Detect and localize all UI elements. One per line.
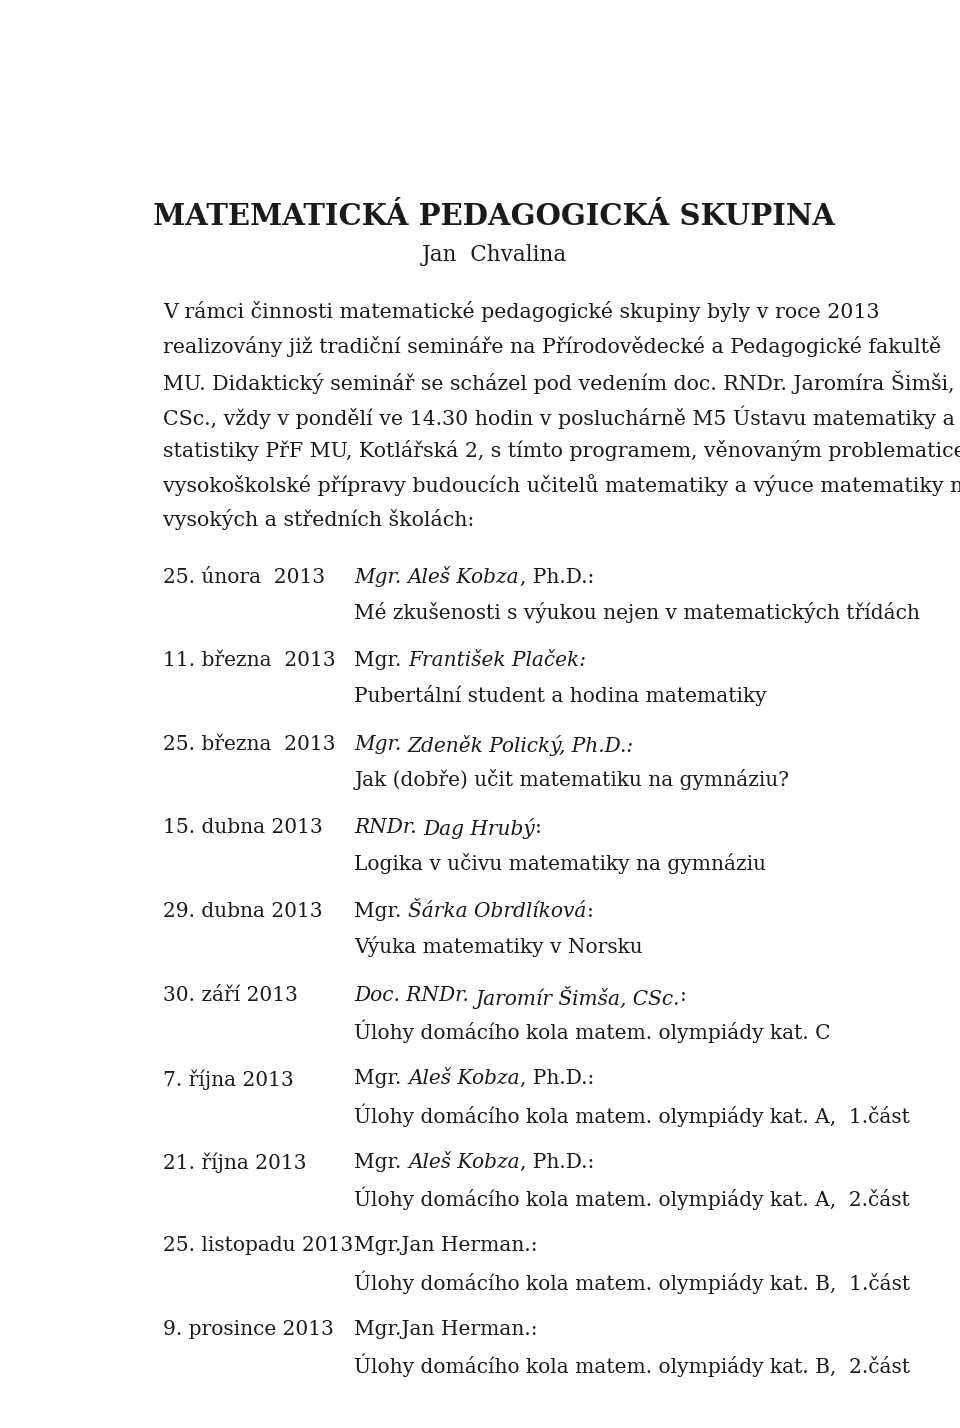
- Text: Mgr.: Mgr.: [354, 735, 408, 754]
- Text: Mgr.: Mgr.: [354, 1070, 408, 1088]
- Text: CSc., vždy v pondělí ve 14.30 hodin v posluchárně M5 Ústavu matematiky a: CSc., vždy v pondělí ve 14.30 hodin v po…: [163, 406, 955, 428]
- Text: Mgr.: Mgr.: [354, 651, 408, 670]
- Text: vysokých a středních školách:: vysokých a středních školách:: [163, 508, 474, 530]
- Text: Logika v učivu matematiky na gymnáziu: Logika v učivu matematiky na gymnáziu: [354, 853, 766, 874]
- Text: Mé zkušenosti s výukou nejen v matematických třídách: Mé zkušenosti s výukou nejen v matematic…: [354, 601, 921, 623]
- Text: 11. března  2013: 11. března 2013: [163, 651, 336, 670]
- Text: Aleš Kobza: Aleš Kobza: [408, 1070, 519, 1088]
- Text: Úlohy domácího kola matem. olympiády kat. B,  2.část: Úlohy domácího kola matem. olympiády kat…: [354, 1354, 910, 1378]
- Text: Úlohy domácího kola matem. olympiády kat. B,  1.část: Úlohy domácího kola matem. olympiády kat…: [354, 1271, 910, 1294]
- Text: 25. března  2013: 25. března 2013: [163, 735, 336, 754]
- Text: , Ph.D.:: , Ph.D.:: [519, 1070, 594, 1088]
- Text: MU. Didaktický seminář se scházel pod vedením doc. RNDr. Jaromíra Šimši,: MU. Didaktický seminář se scházel pod ve…: [163, 370, 954, 394]
- Text: Mgr.: Mgr.: [354, 902, 408, 921]
- Text: Úlohy domácího kola matem. olympiády kat. C: Úlohy domácího kola matem. olympiády kat…: [354, 1020, 830, 1044]
- Text: Jan  Chvalina: Jan Chvalina: [421, 244, 566, 266]
- Text: , Ph.D.:: , Ph.D.:: [519, 1152, 594, 1172]
- Text: realizovány již tradiční semináře na Přírodovědecké a Pedagogické fakultě: realizovány již tradiční semináře na Pří…: [163, 336, 941, 357]
- Text: vysokoškolské přípravy budoucích učitelů matematiky a výuce matematiky na: vysokoškolské přípravy budoucích učitelů…: [163, 474, 960, 497]
- Text: Pubertální student a hodina matematiky: Pubertální student a hodina matematiky: [354, 685, 767, 707]
- Text: Mgr.Jan Herman.:: Mgr.Jan Herman.:: [354, 1319, 538, 1339]
- Text: 7. října 2013: 7. října 2013: [163, 1070, 294, 1090]
- Text: Doc. RNDr.: Doc. RNDr.: [354, 985, 475, 1004]
- Text: 25. listopadu 2013: 25. listopadu 2013: [163, 1237, 353, 1255]
- Text: 15. dubna 2013: 15. dubna 2013: [163, 818, 323, 837]
- Text: V rámci činnosti matematické pedagogické skupiny byly v roce 2013: V rámci činnosti matematické pedagogické…: [163, 301, 879, 323]
- Text: Jaromír Šimša, CSc.: Jaromír Šimša, CSc.: [475, 985, 680, 1008]
- Text: Mgr.: Mgr.: [354, 568, 408, 587]
- Text: Mgr.Jan Herman.:: Mgr.Jan Herman.:: [354, 1237, 538, 1255]
- Text: 30. září 2013: 30. září 2013: [163, 985, 298, 1004]
- Text: Úlohy domácího kola matem. olympiády kat. A,  2.část: Úlohy domácího kola matem. olympiády kat…: [354, 1187, 910, 1211]
- Text: 9. prosince 2013: 9. prosince 2013: [163, 1319, 334, 1339]
- Text: Úlohy domácího kola matem. olympiády kat. A,  1.část: Úlohy domácího kola matem. olympiády kat…: [354, 1104, 910, 1127]
- Text: Zdeněk Polický, Ph.D.:: Zdeněk Polický, Ph.D.:: [408, 735, 635, 755]
- Text: Šárka Obrdlíková: Šárka Obrdlíková: [408, 902, 587, 921]
- Text: :: :: [535, 818, 542, 837]
- Text: statistiky PřF MU, Kotlářská 2, s tímto programem, věnovaným problematice: statistiky PřF MU, Kotlářská 2, s tímto …: [163, 440, 960, 461]
- Text: Aleš Kobza: Aleš Kobza: [408, 568, 519, 587]
- Text: 25. února  2013: 25. února 2013: [163, 568, 325, 587]
- Text: Mgr.: Mgr.: [354, 1152, 408, 1172]
- Text: RNDr.: RNDr.: [354, 818, 423, 837]
- Text: :: :: [680, 985, 687, 1004]
- Text: Aleš Kobza: Aleš Kobza: [408, 1152, 519, 1172]
- Text: Výuka matematiky v Norsku: Výuka matematiky v Norsku: [354, 937, 643, 957]
- Text: Jak (dobře) učit matematiku na gymnáziu?: Jak (dobře) učit matematiku na gymnáziu?: [354, 768, 789, 790]
- Text: František Plaček:: František Plaček:: [408, 651, 587, 670]
- Text: MATEMATICKÁ PEDAGOGICKÁ SKUPINA: MATEMATICKÁ PEDAGOGICKÁ SKUPINA: [154, 203, 835, 231]
- Text: 21. října 2013: 21. října 2013: [163, 1152, 306, 1174]
- Text: , Ph.D.:: , Ph.D.:: [519, 568, 594, 587]
- Text: 29. dubna 2013: 29. dubna 2013: [163, 902, 323, 921]
- Text: :: :: [587, 902, 593, 921]
- Text: Dag Hrubý: Dag Hrubý: [423, 818, 535, 840]
